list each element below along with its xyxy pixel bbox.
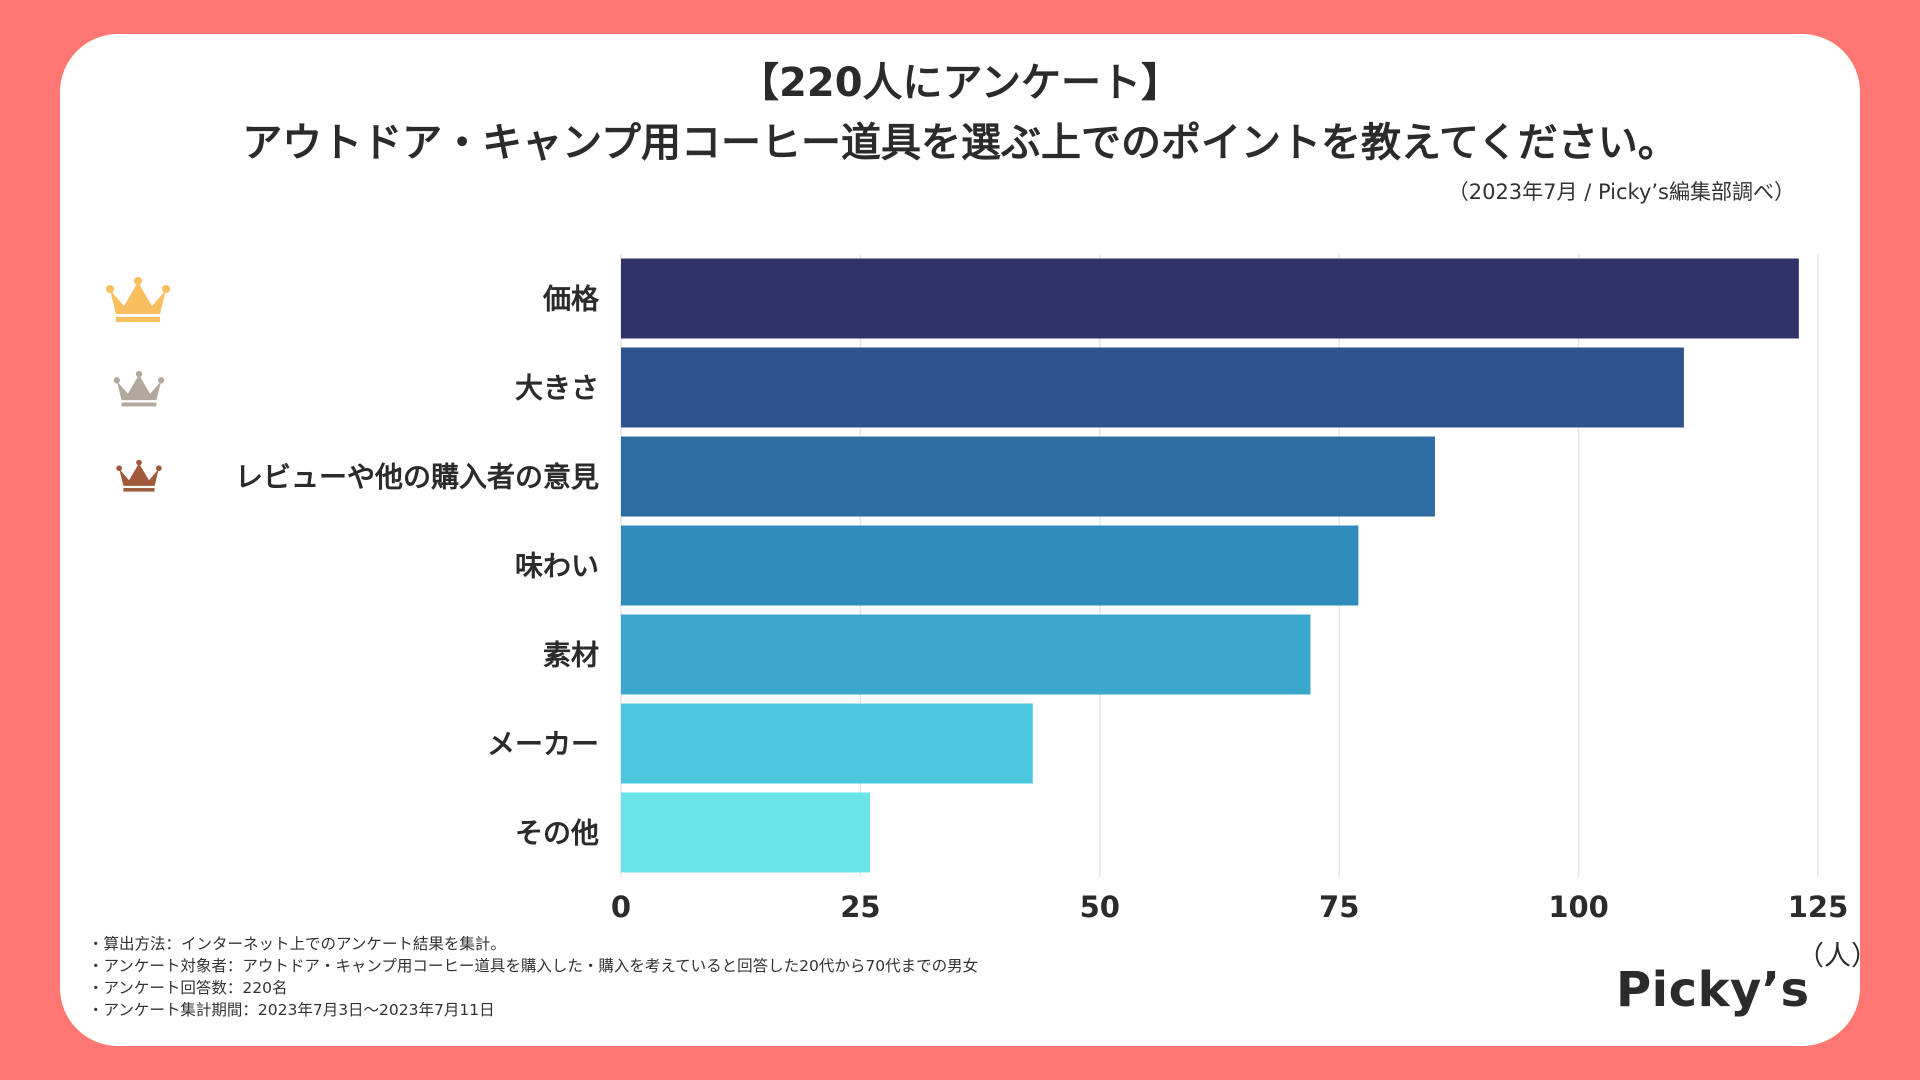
source-note: （2023年7月 / Picky’s編集部調べ）	[1447, 180, 1795, 204]
x-tick-label: 0	[611, 890, 631, 924]
bar	[621, 436, 1435, 517]
bar	[621, 347, 1684, 428]
bronze-crown-icon	[116, 459, 162, 492]
note-respondents: ・アンケート回答数：220名	[88, 979, 288, 997]
bar	[621, 703, 1033, 784]
silver-crown-icon	[113, 370, 165, 407]
category-label: メーカー	[487, 728, 599, 761]
x-tick-label: 25	[840, 890, 880, 924]
brand-logo: Picky’s	[1616, 962, 1810, 1018]
category-label: その他	[515, 817, 599, 850]
x-tick-label: 125	[1788, 890, 1849, 924]
x-tick-label: 75	[1319, 890, 1359, 924]
note-method: ・算出方法：インターネット上でのアンケート結果を集計。	[88, 935, 506, 953]
note-target: ・アンケート対象者：アウトドア・キャンプ用コーヒー道具を購入した・購入を考えてい…	[88, 957, 979, 975]
category-label: レビューや他の購入者の意見	[235, 461, 599, 494]
category-label: 味わい	[515, 550, 599, 583]
category-label: 素材	[543, 639, 599, 672]
bar	[621, 614, 1311, 695]
x-tick-label: 50	[1080, 890, 1120, 924]
bar	[621, 792, 870, 873]
x-tick-label: 100	[1548, 890, 1609, 924]
category-label: 大きさ	[515, 372, 599, 405]
gold-crown-icon	[106, 277, 170, 322]
note-period: ・アンケート集計期間：2023年7月3日〜2023年7月11日	[88, 1001, 495, 1019]
x-axis-unit-label: （人）	[1797, 941, 1878, 972]
bar	[621, 258, 1799, 339]
bar	[621, 525, 1359, 606]
survey-notes: ・算出方法：インターネット上でのアンケート結果を集計。 ・アンケート対象者：アウ…	[88, 933, 978, 1021]
category-label: 価格	[542, 283, 600, 316]
chart-title-line1: 【220人にアンケート】	[739, 60, 1181, 106]
chart-title-line2: アウトドア・キャンプ用コーヒー道具を選ぶ上でのポイントを教えてください。	[242, 120, 1678, 166]
